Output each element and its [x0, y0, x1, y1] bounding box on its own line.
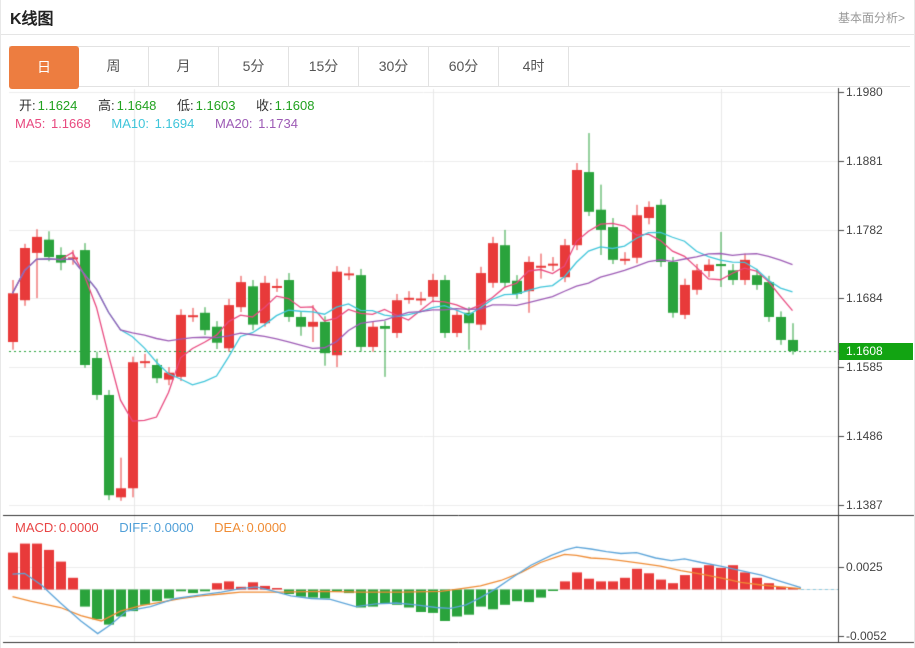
macd-legend: MACD: 0.0000 DIFF: 0.0000 DEA: 0.0000 [15, 520, 303, 535]
ohlc-open: 开: 1.1624 [19, 98, 78, 113]
y-axis-label: 1.1486 [846, 429, 883, 444]
period-tab-bar: 日 周 月 5分 15分 30分 60分 4时 [9, 46, 910, 89]
diff-value: DIFF: 0.0000 [119, 520, 194, 535]
y-axis-label: 1.1387 [846, 498, 883, 512]
ma5-value: MA5: 1.1668 [15, 116, 91, 131]
dea-value: DEA: 0.0000 [214, 520, 287, 535]
ma-info-bar: MA5: 1.1668 MA10: 1.1694 MA20: 1.1734 [15, 116, 315, 131]
y-axis-label: -0.0052 [846, 629, 887, 644]
tab-5min[interactable]: 5分 [219, 47, 289, 86]
ohlc-low: 低: 1.1603 [177, 98, 236, 113]
tab-60min[interactable]: 60分 [429, 47, 499, 86]
tab-4hour[interactable]: 4时 [499, 47, 569, 86]
tab-15min[interactable]: 15分 [289, 47, 359, 86]
macd-value: MACD: 0.0000 [15, 520, 99, 535]
ma20-value: MA20: 1.1734 [214, 116, 298, 131]
ohlc-close: 收: 1.1608 [256, 98, 315, 113]
y-axis-label: 1.1585 [846, 360, 883, 375]
y-axis-label: 1.1782 [846, 222, 883, 237]
ohlc-info-bar: 开: 1.1624 高: 1.1648 低: 1.1603 收: 1.1608 [19, 95, 331, 114]
current-price-tag: 1.1608 [839, 343, 913, 360]
y-axis-label: 1.1881 [846, 153, 883, 168]
y-axis-label: 1.1980 [846, 85, 883, 99]
ma10-value: MA10: 1.1694 [111, 116, 195, 131]
ohlc-high: 高: 1.1648 [98, 98, 157, 113]
tab-30min[interactable]: 30分 [359, 47, 429, 86]
y-axis-label: 1.1684 [846, 291, 883, 306]
tab-day[interactable]: 日 [9, 46, 79, 89]
tab-week[interactable]: 周 [79, 47, 149, 86]
y-axis-label: 0.0025 [846, 560, 883, 574]
tab-month[interactable]: 月 [149, 47, 219, 86]
